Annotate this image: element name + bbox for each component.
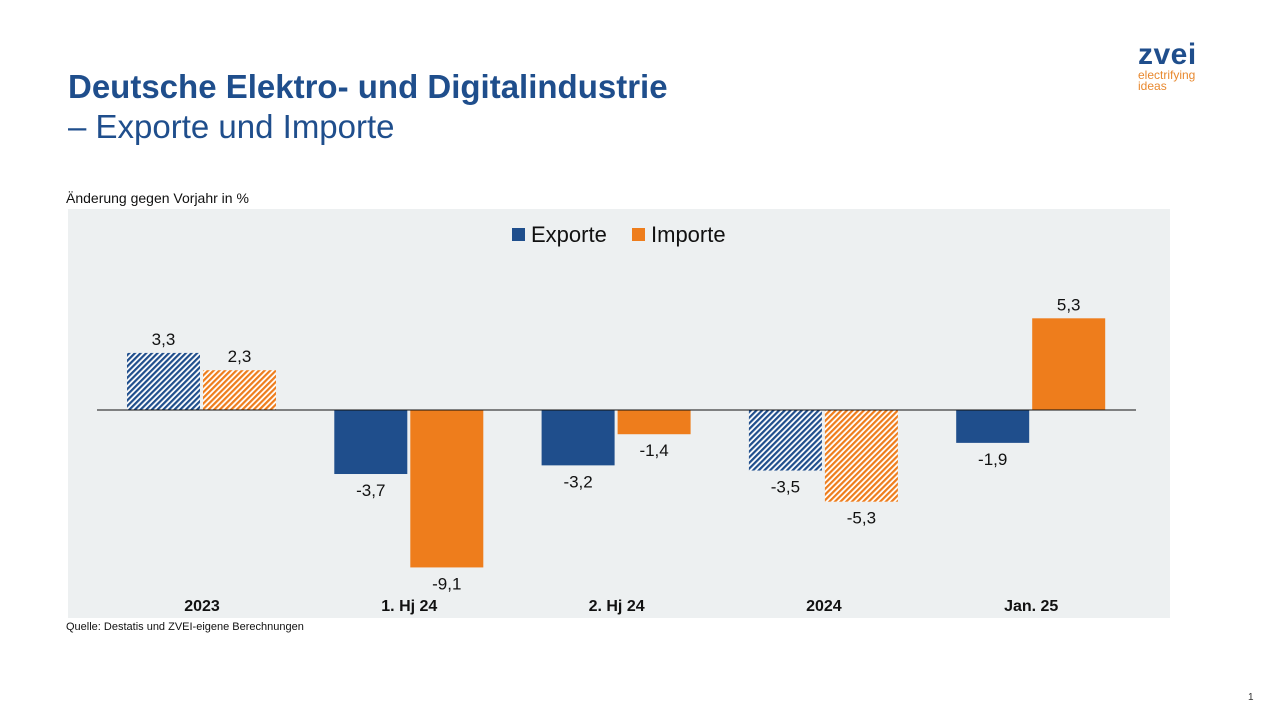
data-label: -3,2 — [563, 472, 592, 491]
bar-exporte — [956, 410, 1030, 443]
bar-importe — [1032, 318, 1106, 410]
data-label: 2,3 — [228, 347, 252, 366]
legend-swatch-exporte — [512, 228, 525, 241]
x-tick-label: 2024 — [806, 598, 842, 615]
bar-exporte — [541, 410, 615, 466]
x-tick-label: 2. Hj 24 — [589, 598, 645, 615]
data-label: -1,9 — [978, 450, 1007, 469]
data-label: 5,3 — [1057, 295, 1081, 314]
data-label: -1,4 — [639, 441, 668, 460]
legend-label-exporte: Exporte — [531, 222, 607, 247]
page-number: 1 — [1248, 692, 1254, 703]
bar-importe — [203, 370, 276, 410]
logo-tagline-1: electrifying — [1138, 68, 1196, 82]
y-axis-label: Änderung gegen Vorjahr in % — [66, 190, 249, 206]
bar-importe — [617, 410, 691, 435]
bar-importe — [410, 410, 484, 568]
legend-swatch-importe — [632, 228, 645, 241]
page-title: Deutsche Elektro- und Digitalindustrie — [68, 68, 668, 105]
logo-tagline-2: ideas — [1138, 79, 1167, 93]
data-label: -9,1 — [432, 574, 461, 593]
data-label: 3,3 — [152, 330, 176, 349]
x-tick-label: 2023 — [184, 598, 220, 615]
source-note: Quelle: Destatis und ZVEI-eigene Berechn… — [66, 621, 304, 633]
bar-exporte — [748, 410, 822, 471]
x-tick-label: Jan. 25 — [1004, 598, 1058, 615]
bar-importe — [824, 410, 898, 502]
bar-exporte — [334, 410, 408, 475]
x-tick-label: 1. Hj 24 — [381, 598, 437, 615]
legend-label-importe: Importe — [651, 222, 726, 247]
data-label: -3,5 — [771, 478, 800, 497]
zvei-logo: zvei electrifying ideas — [1138, 38, 1197, 93]
bar-exporte — [127, 352, 200, 410]
logo-wordmark: zvei — [1138, 38, 1197, 71]
page-subtitle: – Exporte und Importe — [68, 108, 395, 145]
data-label: -3,7 — [356, 481, 385, 500]
data-label: -5,3 — [847, 509, 876, 528]
